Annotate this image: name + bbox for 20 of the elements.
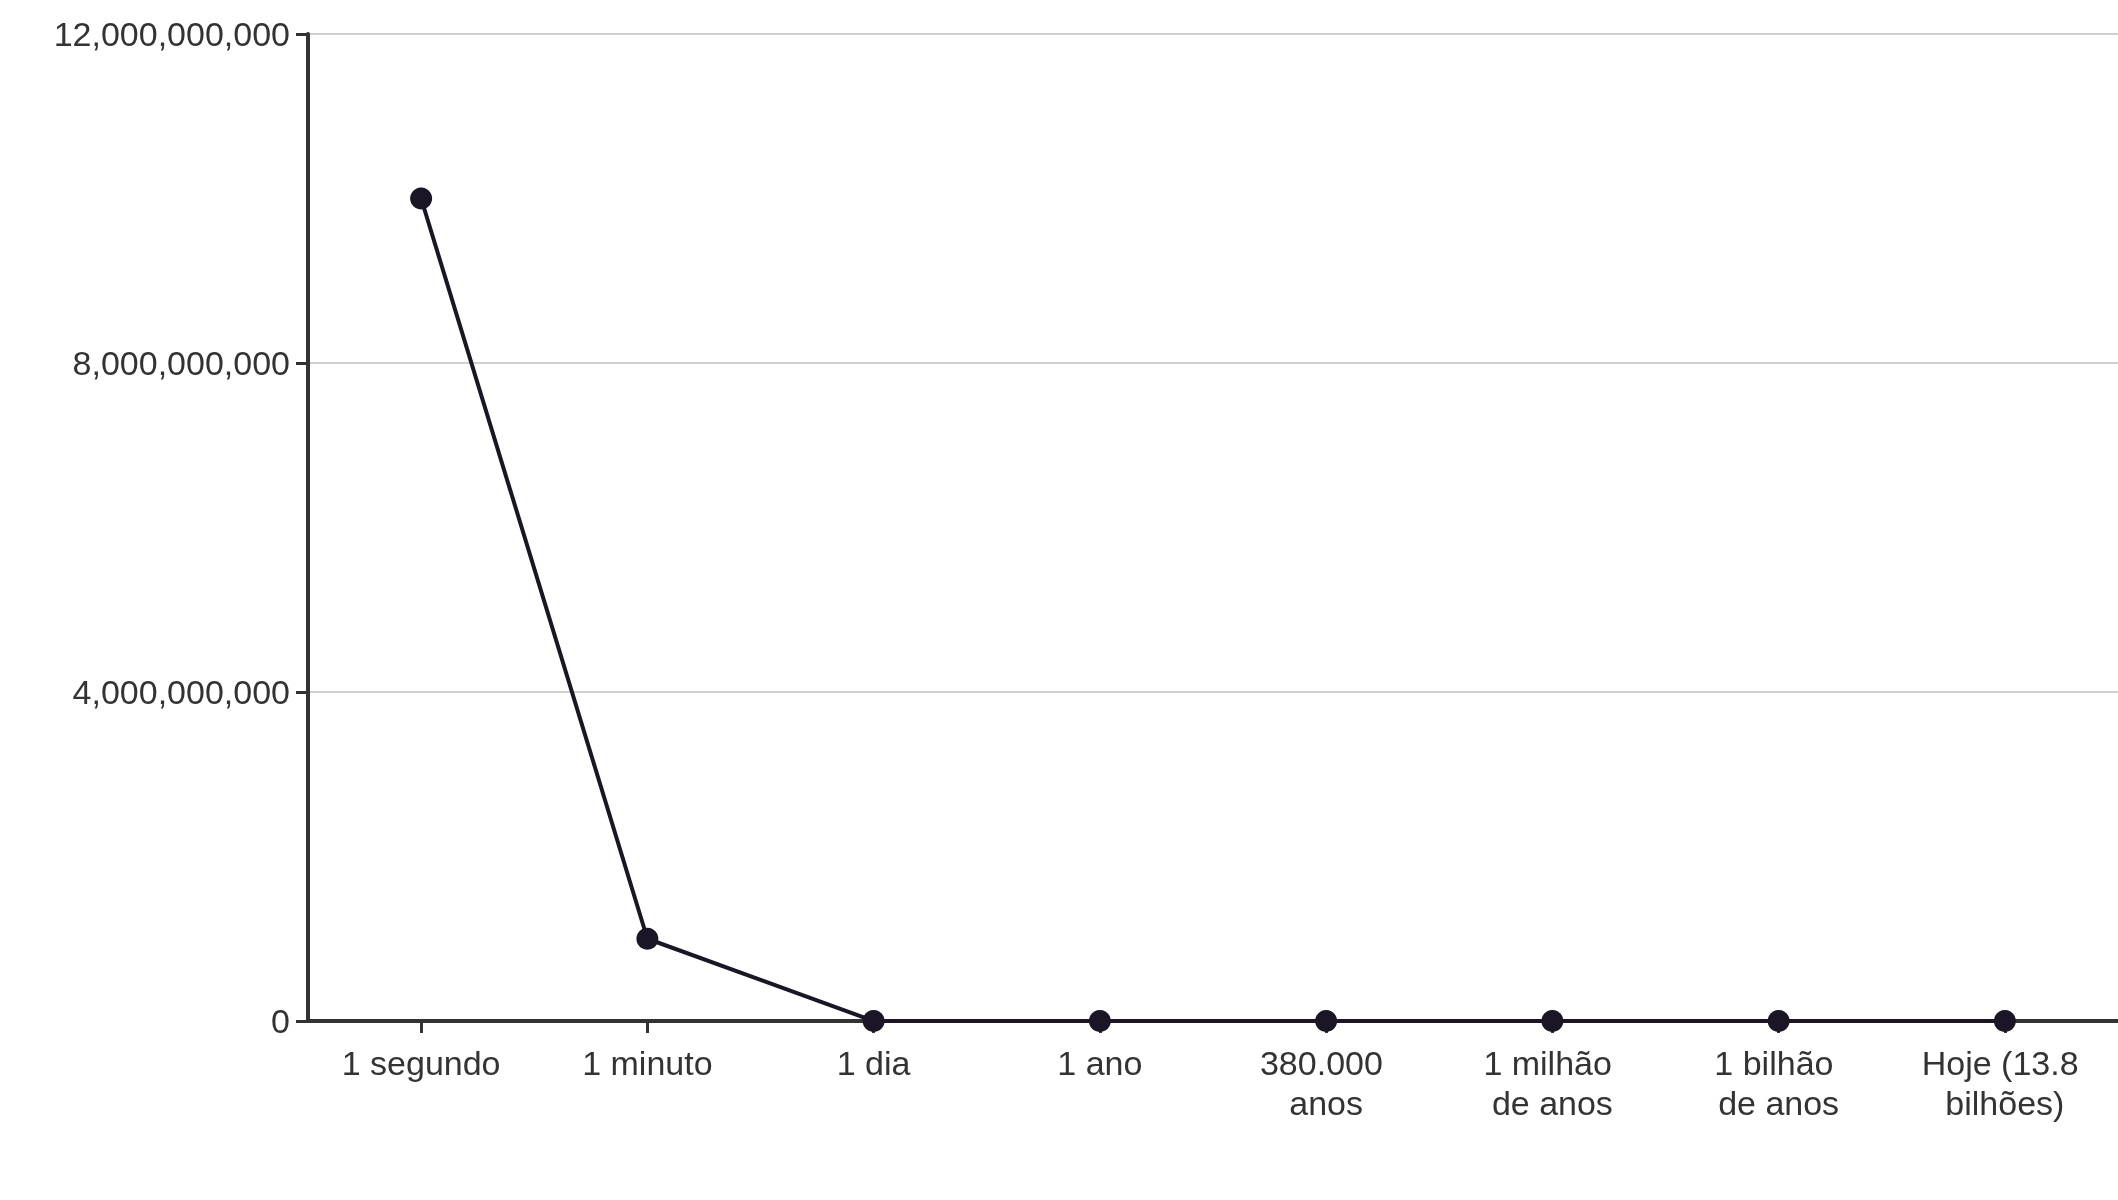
y-tick-label: 8,000,000,000: [72, 344, 290, 382]
y-tick-label: 12,000,000,000: [53, 15, 290, 53]
point: [1541, 1010, 1564, 1032]
point: [862, 1010, 885, 1032]
y-tick-label: 0: [271, 1002, 290, 1040]
x-tick-label: 1 segundo: [341, 1044, 501, 1082]
x-tick-label: 1 bilhão de anos: [1714, 1044, 1843, 1122]
point: [1315, 1010, 1338, 1032]
x-tick-label: 1 dia: [836, 1044, 911, 1082]
point: [636, 927, 659, 950]
point: [1088, 1010, 1111, 1032]
x-tick-label: 1 ano: [1057, 1044, 1143, 1082]
x-tick-label: 1 minuto: [582, 1044, 713, 1082]
x-tick-label: 380.000 anos: [1259, 1044, 1393, 1122]
x-tick-label: 1 milhão de anos: [1483, 1044, 1622, 1122]
point: [410, 187, 433, 210]
point: [1767, 1010, 1790, 1032]
x-tick-label: Hoje (13.8 bilhões): [1921, 1044, 2089, 1122]
y-tick-label: 4,000,000,000: [72, 673, 290, 711]
point: [1993, 1010, 2016, 1032]
